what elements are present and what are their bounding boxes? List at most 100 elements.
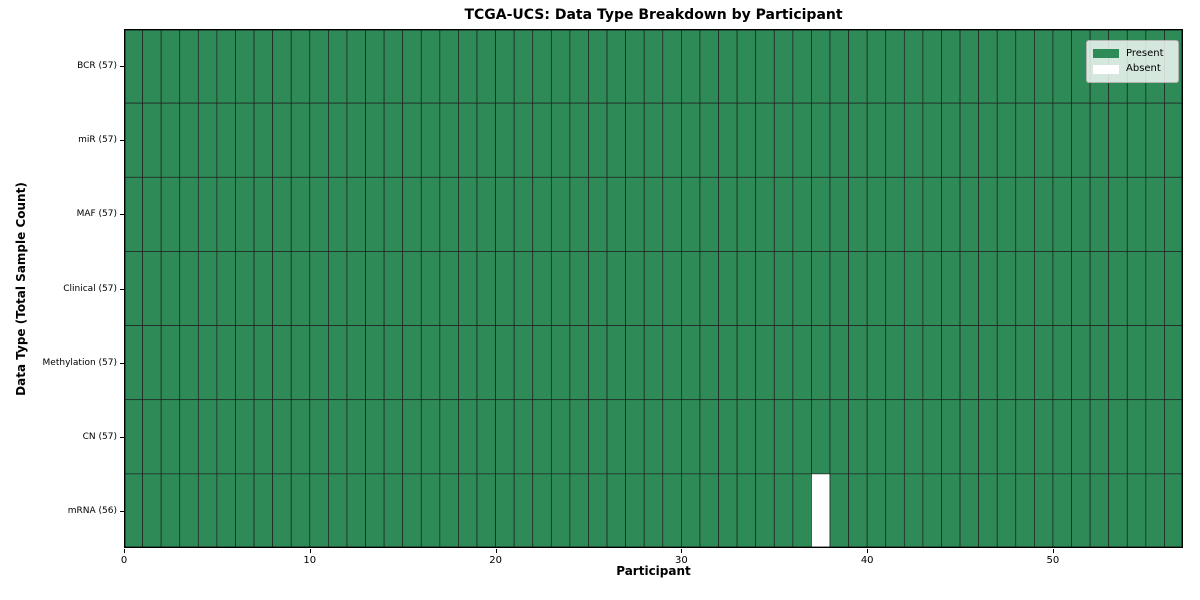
heatmap-cell [1034, 176, 1054, 252]
heatmap-cell [606, 473, 626, 548]
heatmap-cell [495, 251, 515, 326]
heatmap-cell [699, 176, 719, 252]
heatmap-cell [124, 251, 143, 326]
heatmap-cell [643, 325, 664, 401]
heatmap-cell [718, 176, 738, 252]
heatmap-cell [439, 399, 459, 475]
x-tick-label: 30 [675, 555, 688, 566]
heatmap-cell [142, 102, 162, 178]
heatmap-cell [885, 29, 905, 104]
heatmap-cell [1145, 473, 1165, 548]
heatmap-cell [996, 176, 1017, 252]
heatmap-cell [866, 29, 887, 104]
heatmap-cell [420, 325, 441, 401]
heatmap-cell [959, 325, 979, 401]
heatmap-plot [124, 29, 1183, 548]
heatmap-cell [773, 473, 794, 548]
heatmap-cell [1126, 176, 1147, 252]
heatmap-cell [124, 29, 143, 104]
heatmap-cell [792, 102, 812, 178]
heatmap-cell [922, 176, 942, 252]
heatmap-cell [829, 29, 849, 104]
heatmap-cell [160, 251, 181, 326]
heatmap-cell [1034, 29, 1054, 104]
heatmap-cell [885, 176, 905, 252]
heatmap-cell [811, 473, 831, 548]
heatmap-cell [811, 176, 831, 252]
heatmap-cell [941, 399, 961, 475]
heatmap-cell [328, 29, 348, 104]
heatmap-cell [643, 176, 664, 252]
heatmap-cell [866, 251, 887, 326]
heatmap-cell [1089, 325, 1110, 401]
heatmap-cell [1071, 251, 1091, 326]
heatmap-cell [124, 102, 143, 178]
heatmap-cell [550, 29, 571, 104]
x-tick-label: 40 [860, 555, 874, 566]
heatmap-cell [643, 251, 664, 326]
heatmap-cell [662, 29, 682, 104]
heatmap-cell [346, 399, 366, 475]
heatmap-cell [588, 29, 608, 104]
heatmap-cell [829, 251, 849, 326]
heatmap-cell [458, 176, 478, 252]
heatmap-cell [235, 473, 255, 548]
heatmap-cell [1126, 399, 1147, 475]
x-tick-label: 10 [303, 555, 317, 566]
heatmap-cell [681, 29, 701, 104]
heatmap-cell [755, 325, 775, 401]
heatmap-cell [1089, 399, 1110, 475]
heatmap-cell [253, 325, 273, 401]
heatmap-cell [309, 399, 329, 475]
heatmap-cell [328, 102, 348, 178]
heatmap-cell [866, 399, 887, 475]
heatmap-cell [290, 29, 311, 104]
heatmap-cell [365, 176, 385, 252]
heatmap-cell [829, 176, 849, 252]
heatmap-cell [550, 325, 571, 401]
heatmap-cell [439, 29, 459, 104]
heatmap-cell [235, 251, 255, 326]
heatmap-cell [1145, 176, 1165, 252]
heatmap-cell [272, 251, 292, 326]
heatmap-cell [253, 29, 273, 104]
plot-border [124, 29, 1183, 548]
heatmap-cell [1145, 251, 1165, 326]
heatmap-cell [978, 399, 998, 475]
heatmap-cell [179, 325, 199, 401]
heatmap-cell [941, 473, 961, 548]
heatmap-cell [420, 29, 441, 104]
heatmap-cell [420, 399, 441, 475]
heatmap-cell [866, 473, 887, 548]
heatmap-cell [718, 29, 738, 104]
heatmap-cell [513, 29, 534, 104]
heatmap-cell [662, 102, 682, 178]
heatmap-cell [662, 399, 682, 475]
heatmap-cell [885, 102, 905, 178]
heatmap-cell [513, 251, 534, 326]
x-tick-mark [867, 549, 869, 553]
heatmap-cell [662, 325, 682, 401]
legend: Present Absent [1086, 40, 1179, 83]
heatmap-cell [383, 473, 404, 548]
heatmap-cell [1015, 102, 1035, 178]
heatmap-cell [1052, 325, 1072, 401]
heatmap-cell [1108, 251, 1128, 326]
heatmap-cell [160, 176, 181, 252]
heatmap-cell [495, 29, 515, 104]
y-tick-mark [120, 510, 124, 512]
heatmap-cell [941, 29, 961, 104]
heatmap-cell [792, 176, 812, 252]
heatmap-cell [253, 251, 273, 326]
heatmap-cell [179, 251, 199, 326]
heatmap-cell [142, 251, 162, 326]
heatmap-cell [829, 325, 849, 401]
heatmap-cell [755, 399, 775, 475]
heatmap-cell [699, 102, 719, 178]
y-tick-mark [120, 214, 124, 216]
heatmap-cell [402, 176, 422, 252]
heatmap-cell [903, 251, 924, 326]
heatmap-cell [532, 251, 552, 326]
heatmap-cell [848, 325, 868, 401]
heatmap-cell [383, 29, 404, 104]
